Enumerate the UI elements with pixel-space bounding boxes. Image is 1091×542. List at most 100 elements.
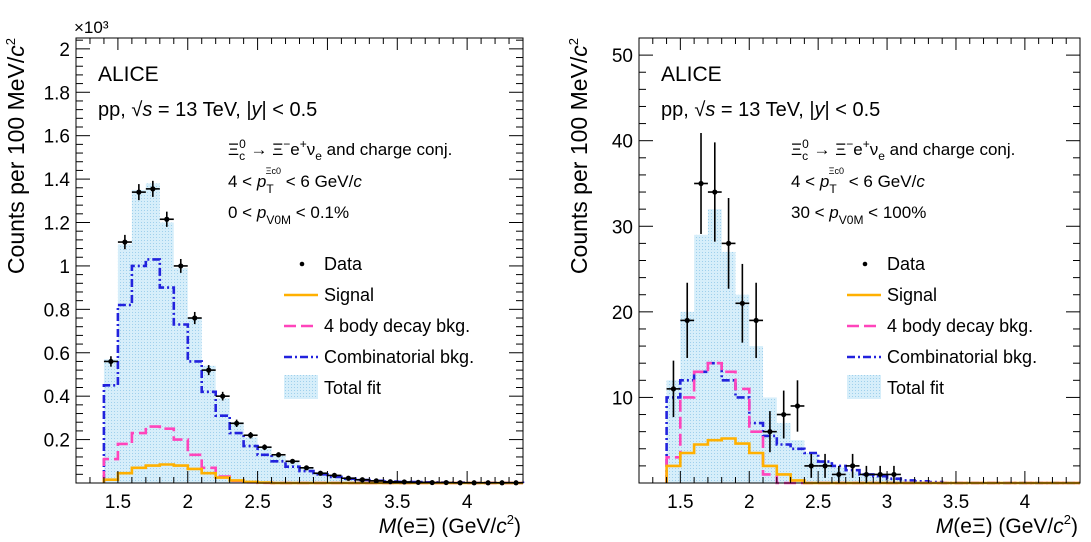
y-tick-label: 2	[59, 40, 70, 61]
data-point	[206, 368, 211, 373]
text-part: Ξ	[791, 140, 802, 159]
text-part: p	[256, 203, 266, 222]
text-part: (eΞ) (GeV/	[396, 515, 496, 537]
data-point	[671, 386, 676, 391]
text-part: c	[802, 149, 808, 163]
text-part: T	[266, 182, 274, 196]
total-fit-bin	[104, 359, 118, 483]
y-tick-label: 0.4	[44, 387, 71, 408]
x-tick-label: 1.5	[667, 492, 693, 513]
text-part: √	[131, 99, 142, 121]
text-part: = 13 TeV, |	[152, 99, 251, 121]
data-point	[262, 445, 267, 450]
text-part: e	[290, 140, 299, 159]
text-part: ν	[307, 140, 316, 159]
data-point	[192, 315, 197, 320]
text-part: 2	[3, 38, 18, 45]
data-point	[248, 433, 253, 438]
data-point	[122, 239, 127, 244]
x-axis-label: M(eΞ) (GeV/c2)	[379, 512, 521, 537]
data-point	[891, 472, 896, 477]
text-part: Counts per 100 MeV/	[3, 56, 29, 274]
total-fit-bin	[791, 440, 805, 483]
data-point	[178, 263, 183, 268]
legend-signal-label: Signal	[324, 285, 374, 305]
text-part: 4 <	[791, 172, 820, 191]
data-point	[164, 217, 169, 222]
y-axis-label: Counts per 100 MeV/c2	[3, 38, 29, 274]
y-tick-label: 1.8	[44, 83, 70, 104]
text-part: +	[300, 137, 307, 151]
x-tick-label: 2	[744, 492, 755, 513]
data-point	[108, 359, 113, 364]
text-part: Counts per 100 MeV/	[566, 56, 592, 274]
decay-channel-label: Ξc0 → Ξ−e+νe and charge conj.	[791, 137, 1015, 163]
system-label: pp, √s = 13 TeV, |y| < 0.5	[661, 99, 880, 121]
legend-combinatorial-label: Combinatorial bkg.	[324, 347, 474, 367]
data-point	[220, 394, 225, 399]
data-point	[402, 479, 407, 484]
total-fit-bin	[230, 422, 244, 483]
y-tick-label: 0.6	[44, 344, 70, 365]
text-part: and charge conj.	[322, 140, 452, 159]
y-axis-label: Counts per 100 MeV/c2	[566, 38, 592, 274]
multiplicity-range-label: 0 < pV0M < 0.1%	[228, 203, 349, 227]
data-point	[781, 412, 786, 417]
text-part: )	[1071, 515, 1078, 537]
data-point	[795, 403, 800, 408]
text-part: c	[3, 45, 29, 57]
y-tick-label: 0.8	[44, 300, 70, 321]
y-tick-label: 0.2	[44, 431, 70, 452]
data-point	[150, 186, 155, 191]
total-fit-bin	[146, 183, 160, 483]
legend-total-fit-box	[284, 375, 318, 399]
text-part: −	[846, 137, 853, 151]
x-tick-label: 3.5	[384, 492, 410, 513]
text-part: )	[514, 515, 521, 537]
data-point	[304, 465, 309, 470]
data-point	[698, 181, 703, 186]
text-part: 2	[1064, 512, 1071, 527]
x-tick-label: 2.5	[805, 492, 831, 513]
x-axis-label: M(eΞ) (GeV/c2)	[936, 512, 1078, 537]
text-part: e	[853, 140, 862, 159]
x-tick-label: 4	[1020, 492, 1031, 513]
text-part: c	[566, 45, 592, 57]
y-tick-label: 50	[612, 46, 633, 67]
total-fit-bin	[216, 398, 230, 483]
y-tick-label: 30	[612, 217, 633, 238]
text-part: c	[496, 515, 507, 537]
legend-total-fit-box	[847, 375, 881, 399]
data-point	[754, 318, 759, 323]
text-part: 2	[507, 512, 514, 527]
text-part: | < 0.5	[825, 99, 881, 121]
collaboration-label: ALICE	[661, 63, 722, 86]
text-part: 0 <	[228, 203, 257, 222]
system-label: pp, √s = 13 TeV, |y| < 0.5	[98, 99, 317, 121]
text-part: V0M	[266, 213, 291, 227]
legend-signal-label: Signal	[887, 285, 937, 305]
text-part: M	[936, 515, 954, 537]
data-point	[836, 472, 841, 477]
total-fit-bin	[749, 346, 763, 483]
total-fit-bin	[118, 244, 132, 483]
data-point	[346, 476, 351, 481]
total-fit-bin	[188, 318, 202, 483]
text-part: c	[239, 149, 245, 163]
text-part: (eΞ) (GeV/	[953, 515, 1053, 537]
text-part: and charge conj.	[885, 140, 1015, 159]
legend-data-label: Data	[887, 254, 926, 274]
text-part: c	[1053, 515, 1064, 537]
text-part: +	[863, 137, 870, 151]
text-part: | < 0.5	[262, 99, 318, 121]
x-tick-label: 1.5	[105, 492, 131, 513]
data-point	[318, 471, 323, 476]
data-point	[290, 459, 295, 464]
text-part: √	[694, 99, 705, 121]
text-part: 30 <	[791, 203, 829, 222]
text-part: → Ξ	[809, 140, 847, 159]
legend-data-label: Data	[324, 254, 363, 274]
